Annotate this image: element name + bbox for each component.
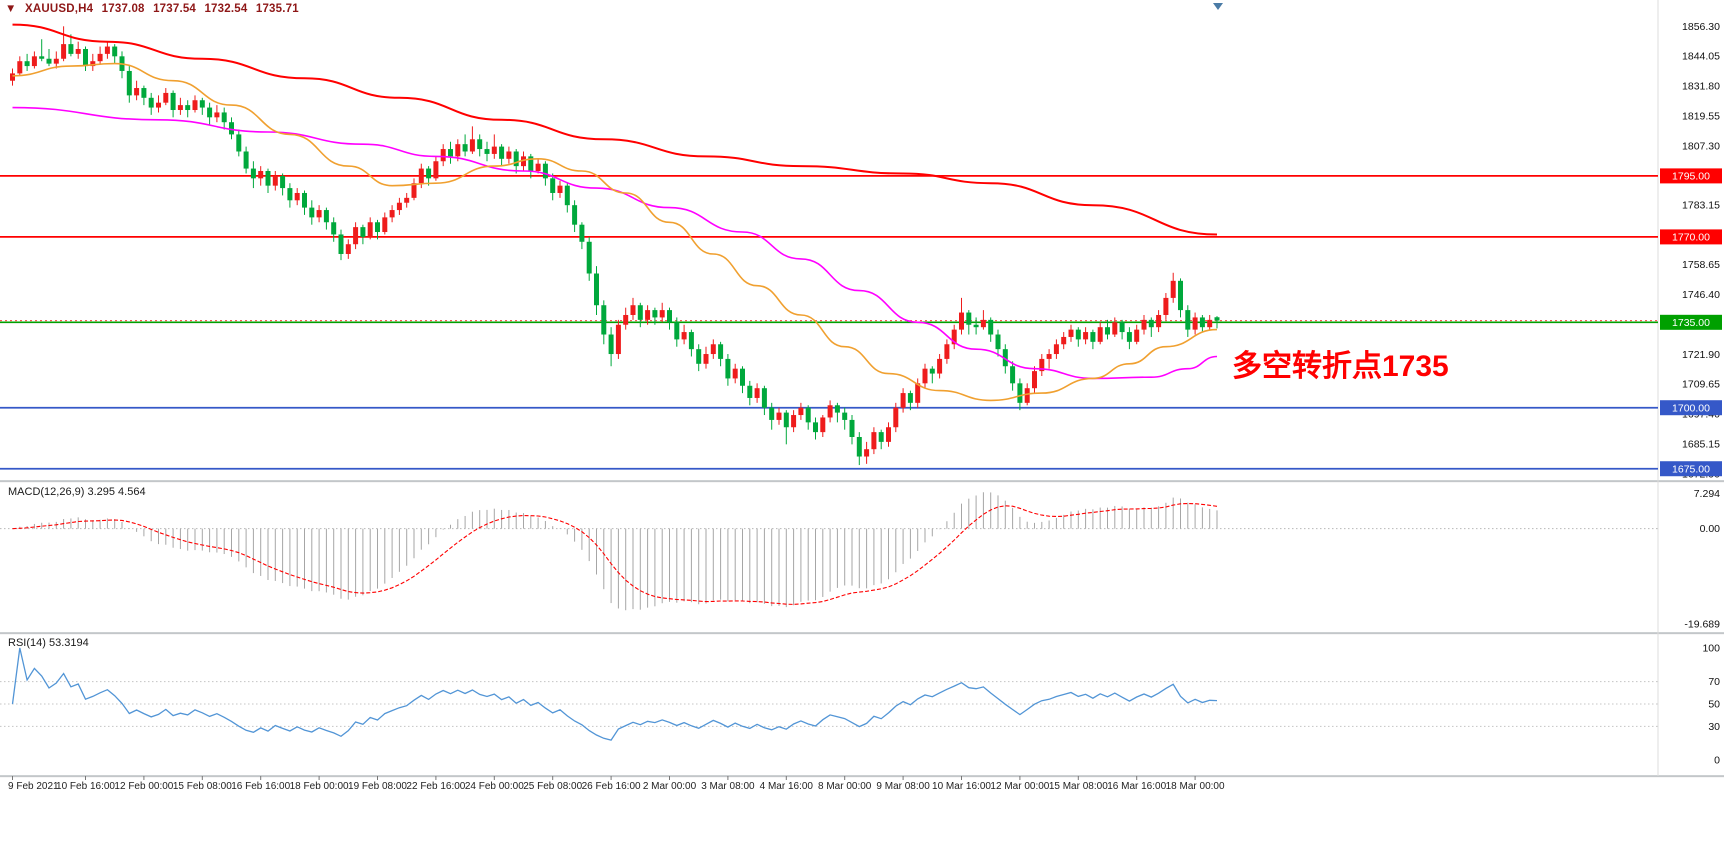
svg-text:16 Mar 16:00: 16 Mar 16:00 <box>1107 781 1166 792</box>
svg-text:1700.00: 1700.00 <box>1672 403 1710 415</box>
svg-text:4 Mar 16:00: 4 Mar 16:00 <box>760 781 814 792</box>
macd-signal-line <box>12 502 1218 605</box>
svg-text:100: 100 <box>1702 643 1720 655</box>
svg-text:3 Mar 08:00: 3 Mar 08:00 <box>701 781 755 792</box>
svg-text:9 Feb 2021: 9 Feb 2021 <box>8 781 59 792</box>
svg-text:30: 30 <box>1708 721 1720 733</box>
svg-text:1685.15: 1685.15 <box>1682 438 1720 450</box>
svg-text:7.294: 7.294 <box>1694 488 1720 500</box>
svg-text:0: 0 <box>1714 755 1720 767</box>
svg-text:1795.00: 1795.00 <box>1672 171 1710 183</box>
svg-text:15 Feb 08:00: 15 Feb 08:00 <box>173 781 232 792</box>
svg-text:12 Feb 00:00: 12 Feb 00:00 <box>114 781 173 792</box>
panel-separators[interactable] <box>0 0 1724 778</box>
svg-text:1844.05: 1844.05 <box>1682 51 1720 63</box>
ohlc-low-value: 1732.54 <box>204 3 248 15</box>
svg-text:24 Feb 00:00: 24 Feb 00:00 <box>465 781 524 792</box>
svg-text:25 Feb 08:00: 25 Feb 08:00 <box>523 781 582 792</box>
svg-text:70: 70 <box>1708 676 1720 688</box>
svg-text:26 Feb 16:00: 26 Feb 16:00 <box>582 781 641 792</box>
svg-text:2 Mar 00:00: 2 Mar 00:00 <box>643 781 697 792</box>
ohlc-open-value: 1737.08 <box>101 3 145 15</box>
rsi-grid <box>0 681 1658 727</box>
svg-text:9 Mar 08:00: 9 Mar 08:00 <box>876 781 930 792</box>
chart-shift-marker[interactable] <box>1213 3 1223 10</box>
symbol-timeframe-label: XAUUSD,H4 <box>25 3 94 15</box>
svg-text:1783.15: 1783.15 <box>1682 199 1720 211</box>
macd-indicator-label: MACD(12,26,9) 3.295 4.564 <box>8 486 146 498</box>
long-ma-red <box>12 23 1218 236</box>
svg-text:19 Feb 08:00: 19 Feb 08:00 <box>348 781 407 792</box>
level-lines[interactable] <box>0 175 1658 470</box>
svg-text:1675.00: 1675.00 <box>1672 464 1710 476</box>
svg-text:0.00: 0.00 <box>1700 523 1721 535</box>
svg-text:8 Mar 00:00: 8 Mar 00:00 <box>818 781 872 792</box>
rsi-indicator-label: RSI(14) 53.3194 <box>8 637 89 649</box>
svg-text:10 Feb 16:00: 10 Feb 16:00 <box>56 781 115 792</box>
svg-text:1831.80: 1831.80 <box>1682 81 1720 93</box>
svg-text:18 Feb 00:00: 18 Feb 00:00 <box>290 781 349 792</box>
svg-text:50: 50 <box>1708 699 1720 711</box>
mid-ma-magenta <box>12 106 1218 380</box>
macd-histogram <box>19 492 1218 611</box>
fast-ma-orange <box>12 62 1218 402</box>
turning-point-annotation[interactable]: 多空转折点1735 <box>1232 350 1449 383</box>
svg-text:12 Mar 00:00: 12 Mar 00:00 <box>990 781 1049 792</box>
svg-text:16 Feb 16:00: 16 Feb 16:00 <box>231 781 290 792</box>
ohlc-header: ▼ XAUUSD,H4 1737.08 1737.54 1732.54 1735… <box>5 3 304 15</box>
svg-text:18 Mar 00:00: 18 Mar 00:00 <box>1166 781 1225 792</box>
rsi-axis[interactable]: 100 70 50 30 0 <box>1702 643 1720 767</box>
svg-text:22 Feb 16:00: 22 Feb 16:00 <box>406 781 465 792</box>
macd-axis[interactable]: 7.294 0.00 -19.689 <box>1684 488 1720 631</box>
svg-text:1735.00: 1735.00 <box>1672 317 1710 329</box>
ohlc-close-value: 1735.71 <box>255 3 299 15</box>
svg-text:1856.30: 1856.30 <box>1682 21 1720 33</box>
svg-text:1709.65: 1709.65 <box>1682 379 1720 391</box>
candlesticks <box>10 26 1220 466</box>
rsi-line <box>11 647 1218 741</box>
svg-text:1807.30: 1807.30 <box>1682 140 1720 152</box>
svg-text:1758.65: 1758.65 <box>1682 259 1720 271</box>
svg-text:1721.90: 1721.90 <box>1682 349 1720 361</box>
symbol-marker-icon: ▼ <box>5 3 17 15</box>
svg-text:-19.689: -19.689 <box>1684 619 1720 631</box>
price-level-badges[interactable]: 1795.00 1770.00 1735.00 1700.00 1675.00 <box>1660 168 1722 477</box>
svg-text:15 Mar 08:00: 15 Mar 08:00 <box>1049 781 1108 792</box>
svg-text:1770.00: 1770.00 <box>1672 232 1710 244</box>
svg-text:10 Mar 16:00: 10 Mar 16:00 <box>932 781 991 792</box>
svg-text:1746.40: 1746.40 <box>1682 289 1720 301</box>
ohlc-high-value: 1737.54 <box>153 3 197 15</box>
svg-text:1819.55: 1819.55 <box>1682 110 1720 122</box>
